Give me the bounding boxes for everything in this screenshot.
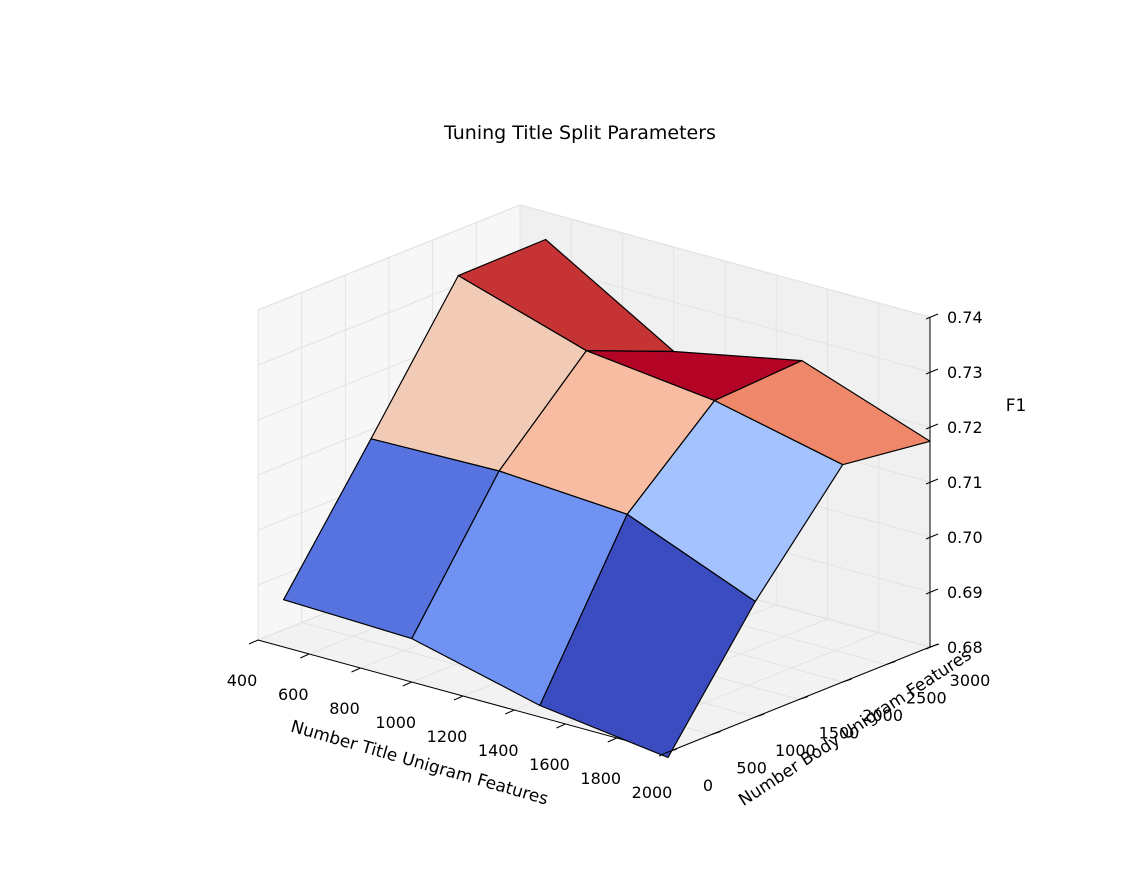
y-tick-label: 1500 — [819, 724, 860, 743]
x-tick-label: 800 — [329, 699, 360, 718]
z-tick-label: 0.68 — [947, 638, 983, 657]
grid-line-z — [519, 204, 931, 318]
z-tick-label: 0.69 — [947, 583, 983, 602]
x-tick-mark — [300, 653, 310, 659]
y-tick-label: 3000 — [950, 671, 991, 690]
z-tick-label: 0.70 — [947, 528, 983, 547]
z-tick-mark — [925, 423, 939, 430]
x-tick-mark — [658, 751, 669, 757]
z-tick-mark — [925, 478, 939, 485]
y-tick-label: 2000 — [862, 706, 903, 725]
tick-labels: 400 600 800 1000 1200 1400 1600 1800 2000 0 500 100… — [227, 308, 991, 802]
y-tick-label: 500 — [736, 759, 767, 778]
y-tick-label: 1000 — [775, 741, 816, 760]
x-tick-mark — [607, 737, 617, 743]
x-tick-mark — [453, 695, 464, 701]
z-tick-mark — [925, 368, 939, 375]
surface-faces — [283, 238, 931, 759]
y-tick-label: 2500 — [906, 689, 947, 708]
z-tick-label: 0.73 — [947, 363, 983, 382]
chart-title: Tuning Title Split Parameters — [443, 122, 716, 144]
grid-line-z — [257, 204, 521, 311]
y-tick-mark — [711, 731, 721, 735]
z-tick-label: 0.71 — [947, 473, 983, 492]
x-axis-label: Number Title Unigram Features — [288, 717, 550, 810]
y-tick-mark — [667, 748, 678, 753]
x-tick-mark — [351, 667, 361, 673]
z-tick-mark — [925, 643, 939, 650]
x-tick-mark — [402, 681, 412, 687]
x-tick-label: 1000 — [375, 713, 416, 732]
y-tick-mark — [798, 696, 809, 700]
x-tick-label: 2000 — [632, 783, 673, 802]
y-tick-mark — [755, 713, 765, 718]
z-axis-label: F1 — [1006, 396, 1027, 416]
x-tick-label: 1800 — [580, 769, 621, 788]
z-tick-mark — [925, 533, 939, 540]
z-tick-label: 0.72 — [947, 418, 983, 437]
z-tick-label: 0.74 — [947, 308, 983, 327]
x-tick-label: 1400 — [478, 741, 519, 760]
x-tick-mark — [248, 639, 259, 645]
x-tick-mark — [556, 723, 566, 729]
surface-face — [539, 513, 756, 759]
z-tick-mark — [925, 313, 939, 320]
z-tick-mark — [925, 588, 939, 595]
x-tick-label: 1200 — [427, 727, 468, 746]
y-tick-label: 0 — [703, 776, 713, 795]
x-tick-label: 1600 — [529, 755, 570, 774]
y-tick-mark — [886, 661, 896, 665]
x-tick-label: 600 — [278, 685, 309, 704]
x-tick-mark — [505, 709, 515, 715]
x-tick-label: 400 — [227, 671, 258, 690]
y-tick-mark — [842, 678, 852, 683]
